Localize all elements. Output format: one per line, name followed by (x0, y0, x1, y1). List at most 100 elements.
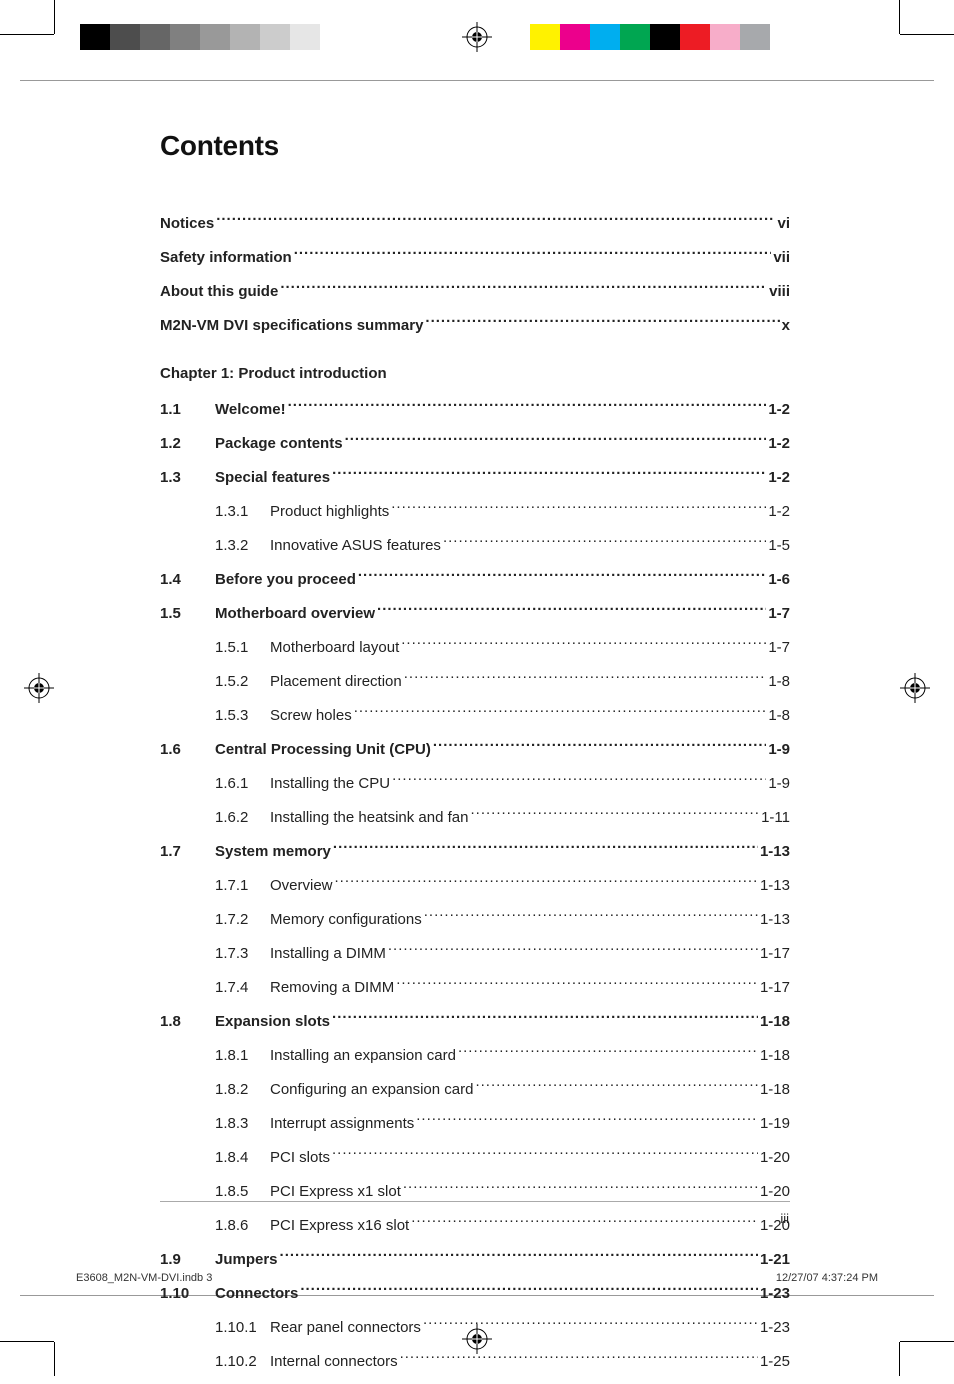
toc-entry-page: 1-5 (768, 534, 790, 558)
crop-mark (899, 0, 900, 34)
crop-mark (0, 34, 54, 35)
toc-leader-dots (401, 637, 766, 652)
toc-leader-dots (280, 281, 767, 296)
toc-leader-dots (332, 1011, 758, 1026)
toc-entry-page: viii (769, 280, 790, 304)
toc-leader-dots (458, 1045, 758, 1060)
toc-entry-page: 1-18 (760, 1078, 790, 1102)
toc-leader-dots (433, 739, 766, 754)
toc-entry-number: 1.10.2 (215, 1350, 270, 1374)
color-swatch (650, 24, 680, 50)
toc-entry-subsection: 1.3.2Innovative ASUS features 1-5 (160, 534, 790, 558)
toc-entry-subsection: 1.3.1Product highlights 1-2 (160, 500, 790, 524)
toc-leader-dots (388, 943, 758, 958)
toc-entry-section: 1.7System memory 1-13 (160, 840, 790, 864)
toc-entry-number: 1.1 (160, 398, 215, 422)
toc-entry-number: 1.3.1 (215, 500, 270, 524)
toc-leader-dots (377, 603, 766, 618)
registration-mark-icon (900, 673, 930, 703)
toc-entry-section: 1.10Connectors 1-23 (160, 1282, 790, 1306)
toc-entry-page: 1-23 (760, 1282, 790, 1306)
toc-leader-dots (404, 671, 767, 686)
color-swatch (200, 24, 230, 50)
toc-entry-label: PCI slots (270, 1146, 330, 1170)
toc-entry-label: Installing a DIMM (270, 942, 386, 966)
toc-entry-page: vii (773, 246, 790, 270)
crop-mark (54, 1342, 55, 1376)
toc-leader-dots (345, 433, 767, 448)
crop-mark (900, 1341, 954, 1342)
color-swatch (140, 24, 170, 50)
toc-leader-dots (332, 1147, 758, 1162)
toc-leader-dots (300, 1283, 758, 1298)
toc-leader-dots (475, 1079, 758, 1094)
toc-entry-number: 1.8.2 (215, 1078, 270, 1102)
toc-leader-dots (423, 1317, 758, 1332)
toc-entry-subsection: 1.8.3Interrupt assignments 1-19 (160, 1112, 790, 1136)
toc-entry-label: Safety information (160, 246, 292, 270)
toc-entry-label: Internal connectors (270, 1350, 398, 1374)
toc-entry-number: 1.7.1 (215, 874, 270, 898)
toc-entry-number: 1.10.1 (215, 1316, 270, 1340)
toc-leader-dots (294, 247, 772, 262)
toc-entry-number: 1.10 (160, 1282, 215, 1306)
color-swatch (590, 24, 620, 50)
toc-entry-page: 1-17 (760, 976, 790, 1000)
color-swatch (530, 24, 560, 50)
toc-entry-page: 1-8 (768, 704, 790, 728)
toc-entry-page: 1-13 (760, 908, 790, 932)
toc-entry-page: vi (777, 212, 790, 236)
toc-entry-label: Innovative ASUS features (270, 534, 441, 558)
toc-entry-subsection: 1.7.1Overview 1-13 (160, 874, 790, 898)
toc-entry-subsection: 1.8.2Configuring an expansion card 1-18 (160, 1078, 790, 1102)
toc-entry-subsection: 1.8.1Installing an expansion card 1-18 (160, 1044, 790, 1068)
toc-entry-number: 1.8.1 (215, 1044, 270, 1068)
toc-leader-dots (411, 1215, 758, 1230)
toc-entry-section: 1.4Before you proceed 1-6 (160, 568, 790, 592)
toc-entry-number: 1.8 (160, 1010, 215, 1034)
toc-entry-section: 1.3Special features 1-2 (160, 466, 790, 490)
toc-leader-dots (280, 1249, 758, 1264)
color-swatch (290, 24, 320, 50)
color-swatch (740, 24, 770, 50)
toc-leader-dots (400, 1351, 758, 1366)
crop-mark (54, 0, 55, 34)
toc-leader-dots (403, 1181, 758, 1196)
toc-entry-section: 1.9Jumpers 1-21 (160, 1248, 790, 1272)
toc-entry-label: M2N-VM DVI specifications summary (160, 314, 423, 338)
toc-entry-section: 1.6Central Processing Unit (CPU) 1-9 (160, 738, 790, 762)
toc-entry-number: 1.7.3 (215, 942, 270, 966)
toc-entry-label: PCI Express x16 slot (270, 1214, 409, 1238)
toc-entry-number: 1.5.1 (215, 636, 270, 660)
toc-entry-page: 1-6 (768, 568, 790, 592)
toc-entry-section: About this guide viii (160, 280, 790, 304)
footer-divider (160, 1201, 790, 1202)
toc-entry-section: M2N-VM DVI specifications summary x (160, 314, 790, 338)
toc-entry-page: 1-9 (768, 738, 790, 762)
toc-entry-label: About this guide (160, 280, 278, 304)
toc-leader-dots (358, 569, 766, 584)
toc-entry-number: 1.4 (160, 568, 215, 592)
toc-entry-page: 1-19 (760, 1112, 790, 1136)
toc-entry-label: Central Processing Unit (CPU) (215, 738, 431, 762)
toc-leader-dots (443, 535, 766, 550)
toc-entry-number: 1.6 (160, 738, 215, 762)
toc-entry-subsection: 1.5.3Screw holes 1-8 (160, 704, 790, 728)
color-swatch (80, 24, 110, 50)
toc-entry-label: Jumpers (215, 1248, 278, 1272)
toc-entry-label: Motherboard layout (270, 636, 399, 660)
color-swatch (620, 24, 650, 50)
toc-entry-number: 1.5 (160, 602, 215, 626)
toc-entry-label: Screw holes (270, 704, 352, 728)
toc-entry-page: 1-11 (761, 806, 790, 830)
toc-entry-label: Interrupt assignments (270, 1112, 414, 1136)
toc-leader-dots (335, 875, 758, 890)
toc-entry-label: Product highlights (270, 500, 389, 524)
toc-entry-subsection: 1.5.1Motherboard layout 1-7 (160, 636, 790, 660)
toc-entry-page: 1-23 (760, 1316, 790, 1340)
toc-entry-label: Before you proceed (215, 568, 356, 592)
toc-entry-number: 1.5.2 (215, 670, 270, 694)
crop-mark (899, 1342, 900, 1376)
page-title: Contents (160, 130, 790, 162)
toc-entry-label: Installing the heatsink and fan (270, 806, 468, 830)
